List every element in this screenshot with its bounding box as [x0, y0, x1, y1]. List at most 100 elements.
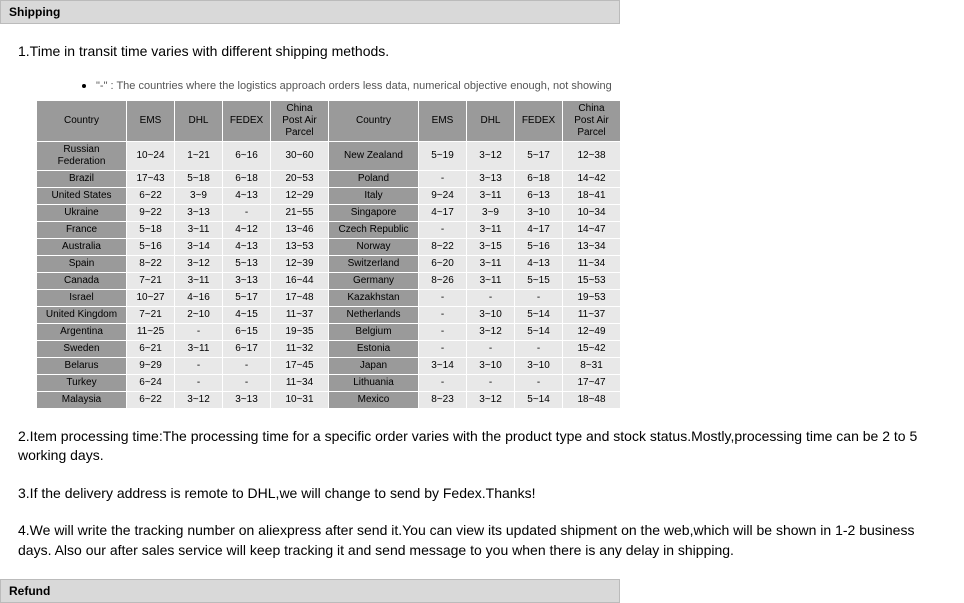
table-row: Australia5~163~144~1313~53Norway8~223~15…: [37, 238, 621, 255]
table-header-cell: EMS: [127, 100, 175, 141]
value-cell: -: [515, 289, 563, 306]
country-cell: United States: [37, 187, 127, 204]
table-row: France5~183~114~1213~46Czech Republic-3~…: [37, 221, 621, 238]
value-cell: 3~11: [175, 340, 223, 357]
table-row: Brazil17~435~186~1820~53Poland-3~136~181…: [37, 170, 621, 187]
value-cell: 5~17: [515, 141, 563, 170]
value-cell: -: [419, 289, 467, 306]
table-body: Russian Federation10~241~216~1630~60New …: [37, 141, 621, 408]
value-cell: 3~9: [175, 187, 223, 204]
value-cell: 3~10: [515, 357, 563, 374]
value-cell: 5~17: [223, 289, 271, 306]
value-cell: -: [223, 204, 271, 221]
value-cell: 8~31: [563, 357, 621, 374]
value-cell: 10~34: [563, 204, 621, 221]
table-row: Russian Federation10~241~216~1630~60New …: [37, 141, 621, 170]
value-cell: 6~15: [223, 323, 271, 340]
value-cell: 16~44: [271, 272, 329, 289]
value-cell: 19~35: [271, 323, 329, 340]
value-cell: -: [515, 340, 563, 357]
value-cell: 3~11: [175, 272, 223, 289]
value-cell: 12~38: [563, 141, 621, 170]
value-cell: 9~29: [127, 357, 175, 374]
value-cell: 3~15: [467, 238, 515, 255]
value-cell: 3~12: [175, 255, 223, 272]
value-cell: 5~14: [515, 391, 563, 408]
value-cell: 3~11: [467, 187, 515, 204]
value-cell: 13~34: [563, 238, 621, 255]
value-cell: 4~15: [223, 306, 271, 323]
country-cell: Singapore: [329, 204, 419, 221]
value-cell: 4~16: [175, 289, 223, 306]
paragraph-2: 2.Item processing time:The processing ti…: [18, 427, 946, 466]
country-cell: Poland: [329, 170, 419, 187]
country-cell: New Zealand: [329, 141, 419, 170]
value-cell: 20~53: [271, 170, 329, 187]
value-cell: 11~32: [271, 340, 329, 357]
country-cell: Ukraine: [37, 204, 127, 221]
shipping-section-header: Shipping: [0, 0, 620, 24]
value-cell: 11~37: [271, 306, 329, 323]
value-cell: 12~29: [271, 187, 329, 204]
value-cell: 5~18: [127, 221, 175, 238]
value-cell: 11~34: [563, 255, 621, 272]
table-row: Spain8~223~125~1312~39Switzerland6~203~1…: [37, 255, 621, 272]
value-cell: 30~60: [271, 141, 329, 170]
value-cell: 5~16: [515, 238, 563, 255]
country-cell: Belarus: [37, 357, 127, 374]
value-cell: 8~26: [419, 272, 467, 289]
value-cell: -: [419, 170, 467, 187]
value-cell: 8~22: [127, 255, 175, 272]
value-cell: 3~13: [223, 391, 271, 408]
table-header-cell: FEDEX: [515, 100, 563, 141]
value-cell: 3~10: [467, 306, 515, 323]
value-cell: 6~17: [223, 340, 271, 357]
value-cell: -: [419, 323, 467, 340]
value-cell: 9~22: [127, 204, 175, 221]
value-cell: 15~42: [563, 340, 621, 357]
value-cell: 14~47: [563, 221, 621, 238]
value-cell: 18~48: [563, 391, 621, 408]
value-cell: 3~9: [467, 204, 515, 221]
value-cell: 6~24: [127, 374, 175, 391]
value-cell: 5~18: [175, 170, 223, 187]
table-row: Turkey6~24--11~34Lithuania---17~47: [37, 374, 621, 391]
value-cell: 4~13: [515, 255, 563, 272]
country-cell: Kazakhstan: [329, 289, 419, 306]
country-cell: Australia: [37, 238, 127, 255]
value-cell: 6~18: [515, 170, 563, 187]
value-cell: 17~47: [563, 374, 621, 391]
value-cell: 3~11: [467, 221, 515, 238]
note-row: "-" : The countries where the logistics …: [82, 80, 946, 92]
value-cell: 18~41: [563, 187, 621, 204]
value-cell: 4~13: [223, 238, 271, 255]
value-cell: 9~24: [419, 187, 467, 204]
value-cell: 8~23: [419, 391, 467, 408]
value-cell: 3~11: [175, 221, 223, 238]
value-cell: 19~53: [563, 289, 621, 306]
value-cell: -: [175, 323, 223, 340]
value-cell: -: [467, 340, 515, 357]
value-cell: 3~10: [515, 204, 563, 221]
shipping-table: CountryEMSDHLFEDEXChinaPost AirParcelCou…: [36, 100, 621, 409]
value-cell: 2~10: [175, 306, 223, 323]
table-header-cell: Country: [329, 100, 419, 141]
value-cell: -: [419, 306, 467, 323]
table-row: Israel10~274~165~1717~48Kazakhstan---19~…: [37, 289, 621, 306]
value-cell: 4~13: [223, 187, 271, 204]
value-cell: 11~34: [271, 374, 329, 391]
table-header-cell: ChinaPost AirParcel: [271, 100, 329, 141]
value-cell: 3~12: [467, 141, 515, 170]
country-cell: Switzerland: [329, 255, 419, 272]
value-cell: 4~17: [515, 221, 563, 238]
value-cell: 3~12: [175, 391, 223, 408]
value-cell: 17~45: [271, 357, 329, 374]
refund-section-header: Refund: [0, 579, 620, 603]
value-cell: 7~21: [127, 306, 175, 323]
country-cell: Germany: [329, 272, 419, 289]
country-cell: Spain: [37, 255, 127, 272]
table-row: Sweden6~213~116~1711~32Estonia---15~42: [37, 340, 621, 357]
value-cell: 8~22: [419, 238, 467, 255]
table-header-cell: EMS: [419, 100, 467, 141]
value-cell: 10~27: [127, 289, 175, 306]
